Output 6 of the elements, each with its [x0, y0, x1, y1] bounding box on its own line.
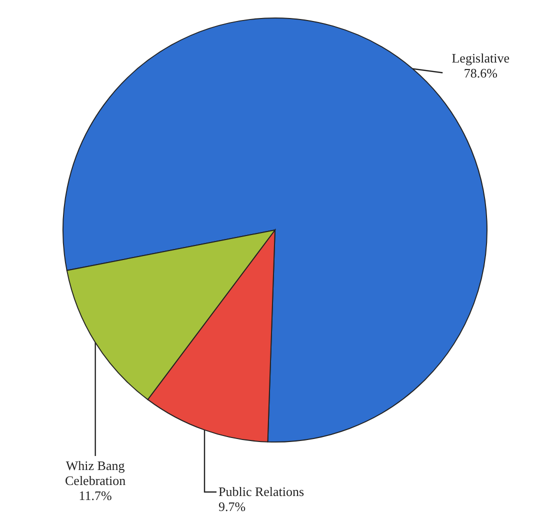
slice-label: Public Relations	[218, 484, 304, 499]
slice-label: Whiz Bang Celebration	[65, 458, 126, 488]
slice-label: Legislative	[452, 50, 510, 66]
data-label: 9.7%	[218, 499, 246, 514]
data-label: 11.7%	[78, 488, 112, 503]
data-label: 78.6%	[464, 66, 498, 81]
